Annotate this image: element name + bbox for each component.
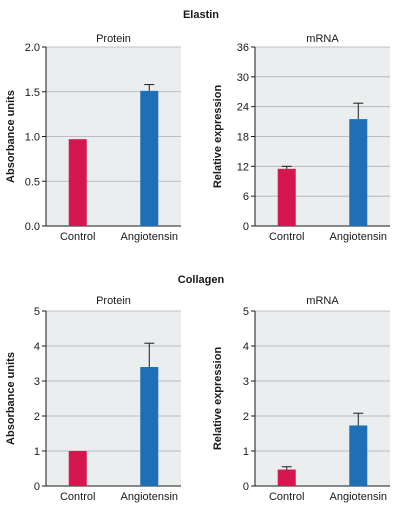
plot-area xyxy=(255,311,390,486)
panel-title: Protein xyxy=(96,33,131,45)
y-axis-label: Absorbance units xyxy=(5,90,17,183)
bar-control xyxy=(277,469,296,486)
panel-title: mRNA xyxy=(306,33,339,45)
y-tick-label: 1 xyxy=(243,446,249,458)
bar-angiotensin xyxy=(140,367,159,486)
y-tick-label: 4 xyxy=(243,341,249,353)
bar-control xyxy=(68,451,87,486)
chart-panel-3: 0 1 2 3 4 5 Control Angiotensin Protein Absorbanc… xyxy=(5,295,181,503)
bar-angiotensin xyxy=(349,119,368,226)
y-tick-label: 30 xyxy=(237,72,249,84)
y-axis-label: Relative expression xyxy=(212,85,224,189)
y-tick-label: 6 xyxy=(243,191,249,203)
y-tick-label: 0.5 xyxy=(25,176,40,188)
y-axis-label: Absorbance units xyxy=(5,352,17,445)
y-tick-label: 2 xyxy=(243,411,249,423)
y-tick-label: 36 xyxy=(237,42,249,54)
y-tick-label: 1.0 xyxy=(25,132,40,144)
panel-title: mRNA xyxy=(306,295,339,307)
y-tick-label: 0 xyxy=(34,481,40,493)
y-tick-label: 24 xyxy=(237,102,249,114)
x-category-label: Control xyxy=(269,491,304,503)
y-tick-label: 0 xyxy=(243,221,249,233)
chart-panel-4: 0 1 2 3 4 5 Control Angiotensin mRNA Relative exp… xyxy=(212,295,390,503)
chart-panel-2: 0 6 12 18 24 30 36 Control Angiotensin mRNA Relati… xyxy=(212,33,390,243)
y-tick-label: 0 xyxy=(243,481,249,493)
y-tick-label: 5 xyxy=(243,306,249,318)
chart-panel-1: 0.0 0.5 1.0 1.5 2.0 Control Angiotensin Protein… xyxy=(5,33,181,243)
y-tick-label: 12 xyxy=(237,161,249,173)
x-category-label: Control xyxy=(60,491,95,503)
y-tick-label: 18 xyxy=(237,132,249,144)
bar-angiotensin xyxy=(140,90,159,226)
y-tick-label: 1 xyxy=(34,446,40,458)
x-category-label: Angiotensin xyxy=(121,231,179,243)
y-tick-label: 2 xyxy=(34,411,40,423)
y-tick-label: 0.0 xyxy=(25,221,40,233)
x-category-label: Angiotensin xyxy=(330,491,388,503)
x-category-label: Control xyxy=(269,231,304,243)
bar-control xyxy=(68,139,87,226)
section-title-elastin: Elastin xyxy=(182,9,220,21)
panel-title: Protein xyxy=(96,295,131,307)
y-tick-label: 2.0 xyxy=(25,42,40,54)
bar-control xyxy=(277,168,296,226)
y-tick-label: 1.5 xyxy=(25,87,40,99)
y-tick-label: 3 xyxy=(243,376,249,388)
y-tick-label: 3 xyxy=(34,376,40,388)
bar-angiotensin xyxy=(349,425,368,486)
section-title-collagen: Collagen xyxy=(177,274,225,286)
plot-area xyxy=(46,311,181,486)
x-category-label: Angiotensin xyxy=(121,491,179,503)
x-category-label: Angiotensin xyxy=(330,231,388,243)
y-tick-label: 5 xyxy=(34,306,40,318)
x-category-label: Control xyxy=(60,231,95,243)
y-tick-label: 4 xyxy=(34,341,40,353)
y-axis-label: Relative expression xyxy=(212,347,224,451)
